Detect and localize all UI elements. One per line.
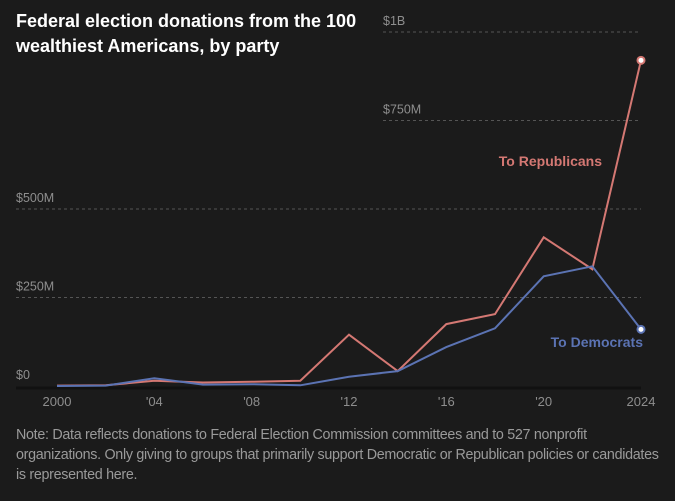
chart-note: Note: Data reflects donations to Federal… <box>16 427 659 483</box>
series-line-democrats <box>56 265 642 387</box>
y-tick-label: $250M <box>16 280 54 294</box>
line-chart: $0 $250M $500M $750M $1B 2000 '04 '08 '12 '16 '20… <box>16 14 656 409</box>
series-label-democrats: To Democrats <box>551 334 644 350</box>
x-tick-label: '16 <box>438 394 455 409</box>
x-tick-label: 2024 <box>627 394 656 409</box>
end-marker-democrats <box>636 324 646 334</box>
y-tick-label: $1B <box>383 14 405 28</box>
series-label-republicans: To Republicans <box>499 153 602 169</box>
chart-title: Federal election donations from the 100 … <box>16 11 357 56</box>
x-tick-label: '08 <box>243 394 260 409</box>
end-marker-republicans <box>636 55 646 65</box>
x-tick-label: '20 <box>535 394 552 409</box>
series-line-republicans <box>56 60 642 387</box>
y-tick-label: $0 <box>16 368 30 382</box>
y-tick-label: $500M <box>16 191 54 205</box>
x-tick-label: 2000 <box>43 394 72 409</box>
y-axis-ticks: $0 $250M $500M $750M $1B <box>16 14 421 382</box>
x-axis-ticks: 2000 '04 '08 '12 '16 '20 2024 <box>43 394 656 409</box>
series-labels: To Republicans To Democrats <box>499 153 643 350</box>
y-tick-label: $750M <box>383 103 421 117</box>
gridlines <box>16 31 641 298</box>
x-tick-label: '04 <box>146 394 163 409</box>
series-lines <box>56 55 646 387</box>
x-tick-label: '12 <box>341 394 358 409</box>
